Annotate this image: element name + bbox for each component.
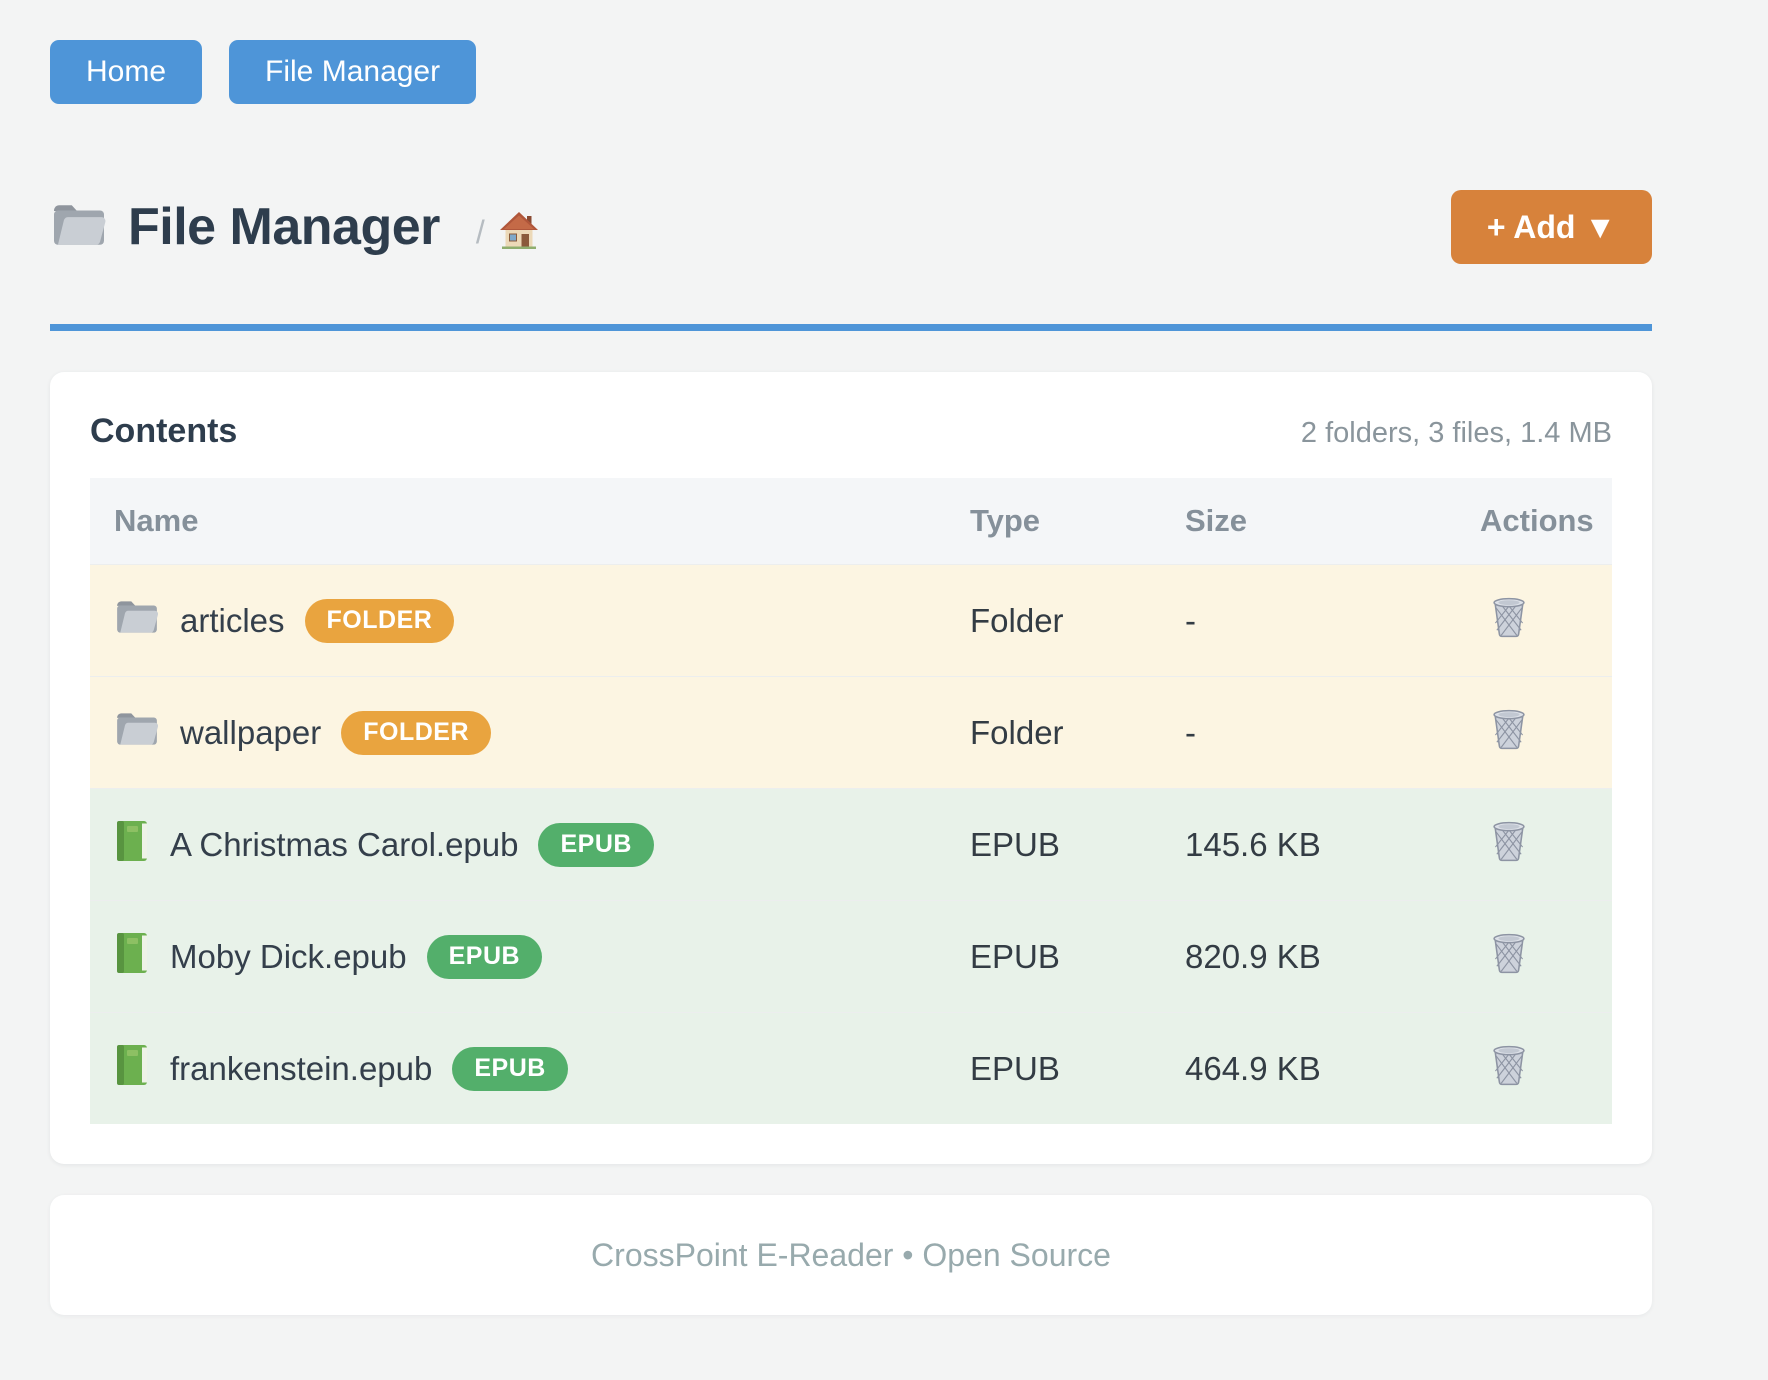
folder-icon [114, 709, 160, 757]
table-row[interactable]: articles FOLDER Folder - [90, 564, 1612, 676]
table-row[interactable]: frankenstein.epub EPUB EPUB 464.9 KB [90, 1012, 1612, 1124]
trash-icon [1490, 596, 1528, 641]
folder-icon [114, 597, 160, 645]
table-row[interactable]: A Christmas Carol.epub EPUB EPUB 145.6 K… [90, 788, 1612, 900]
row-type: Folder [970, 601, 1064, 639]
breadcrumb: / [476, 210, 539, 255]
row-actions-cell [1480, 820, 1610, 870]
row-name-label[interactable]: A Christmas Carol.epub [170, 825, 519, 863]
row-size: 820.9 KB [1185, 937, 1321, 975]
row-name-label[interactable]: frankenstein.epub [170, 1049, 433, 1087]
row-type: EPUB [970, 825, 1060, 863]
contents-summary: 2 folders, 3 files, 1.4 MB [1300, 417, 1612, 449]
row-name-label[interactable]: Moby Dick.epub [170, 937, 407, 975]
row-name-cell: articles FOLDER [90, 597, 970, 645]
row-name-cell: frankenstein.epub EPUB [90, 1043, 970, 1095]
row-type: Folder [970, 713, 1064, 751]
row-name-cell: A Christmas Carol.epub EPUB [90, 819, 970, 871]
column-header-name: Name [114, 503, 199, 538]
table-row[interactable]: Moby Dick.epub EPUB EPUB 820.9 KB [90, 900, 1612, 1012]
row-badge: FOLDER [341, 710, 492, 755]
page-header: File Manager / + Add ▼ [50, 190, 1652, 264]
trash-icon [1490, 708, 1528, 753]
delete-button[interactable] [1490, 596, 1528, 641]
home-button[interactable]: Home [50, 40, 203, 104]
breadcrumb-separator: / [475, 213, 485, 250]
file-manager-button[interactable]: File Manager [229, 40, 477, 104]
top-nav: Home File Manager [50, 0, 1652, 104]
row-size: 464.9 KB [1185, 1049, 1321, 1087]
row-name-cell: wallpaper FOLDER [90, 709, 970, 757]
title-group: File Manager / [50, 197, 1451, 257]
add-button[interactable]: + Add ▼ [1450, 190, 1652, 264]
row-size: - [1185, 713, 1196, 751]
row-name-cell: Moby Dick.epub EPUB [90, 931, 970, 983]
column-header-type: Type [970, 503, 1041, 538]
column-header-actions: Actions [1480, 503, 1594, 538]
row-badge: EPUB [452, 1046, 568, 1091]
book-icon [114, 931, 150, 983]
delete-button[interactable] [1490, 1044, 1528, 1089]
row-badge: EPUB [426, 934, 543, 979]
contents-heading: Contents [90, 412, 238, 450]
trash-icon [1490, 1044, 1528, 1089]
page-container: Home File Manager File Manager / [50, 0, 1652, 1315]
table-header-row: Name Type Size Actions [90, 478, 1612, 564]
trash-icon [1490, 820, 1528, 865]
row-actions-cell [1480, 708, 1610, 758]
delete-button[interactable] [1490, 708, 1528, 753]
row-badge: EPUB [538, 822, 654, 867]
table-body: articles FOLDER Folder - [90, 564, 1612, 1124]
book-icon [114, 1043, 150, 1095]
file-table: Name Type Size Actions [90, 478, 1612, 1124]
row-type: EPUB [970, 1049, 1060, 1087]
folder-icon [50, 200, 108, 255]
row-actions-cell [1480, 932, 1610, 982]
table-row[interactable]: wallpaper FOLDER Folder - [90, 676, 1612, 788]
row-name-label[interactable]: articles [180, 601, 285, 639]
row-size: 145.6 KB [1185, 825, 1321, 863]
contents-card: Contents 2 folders, 3 files, 1.4 MB Name… [50, 372, 1652, 1164]
row-badge: FOLDER [304, 598, 455, 643]
page-title: File Manager [128, 198, 440, 256]
contents-card-header: Contents 2 folders, 3 files, 1.4 MB [90, 412, 1612, 452]
footer: CrossPoint E-Reader • Open Source [50, 1195, 1652, 1315]
trash-icon [1490, 932, 1528, 977]
book-icon [114, 819, 150, 871]
column-header-size: Size [1185, 503, 1248, 538]
row-size: - [1185, 601, 1196, 639]
home-icon[interactable] [499, 210, 539, 255]
row-name-label[interactable]: wallpaper [180, 713, 322, 751]
delete-button[interactable] [1490, 932, 1528, 977]
delete-button[interactable] [1490, 820, 1528, 865]
accent-divider [50, 324, 1652, 331]
row-actions-cell [1480, 596, 1610, 646]
row-type: EPUB [970, 937, 1060, 975]
row-actions-cell [1480, 1044, 1610, 1094]
footer-text: CrossPoint E-Reader • Open Source [591, 1236, 1111, 1273]
